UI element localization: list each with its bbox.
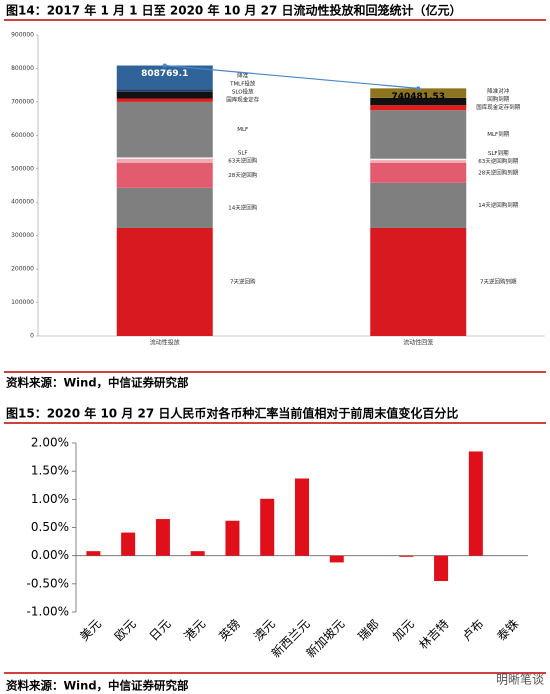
segment-label: 14天逆回购 bbox=[228, 203, 257, 211]
segment-label: MLF到期 bbox=[487, 131, 509, 138]
y-tick-label: 100000 bbox=[11, 299, 34, 306]
y-tick-label: 400000 bbox=[11, 199, 34, 206]
segment-label: TMLF投放 bbox=[229, 80, 256, 88]
x-tick-label: 日元 bbox=[147, 617, 174, 644]
y-tick-label: 500000 bbox=[11, 165, 34, 172]
x-tick-label: 澳元 bbox=[251, 617, 278, 644]
bar-segment bbox=[116, 98, 213, 102]
y-tick-label: 800000 bbox=[11, 65, 34, 72]
segment-label: 降准 bbox=[237, 72, 249, 80]
bar bbox=[468, 451, 483, 556]
bar bbox=[399, 555, 414, 557]
bar-segment bbox=[116, 101, 213, 158]
bar-segment bbox=[370, 105, 467, 111]
segment-label: 国库现金定存 bbox=[226, 96, 260, 104]
segment-label: 63天逆回购到期 bbox=[478, 157, 518, 165]
source: 资料来源：Wind，中信证券研究部 bbox=[6, 376, 189, 390]
bar bbox=[434, 555, 449, 582]
bar-segment bbox=[116, 162, 213, 188]
total-line bbox=[164, 64, 419, 89]
bar-segment bbox=[370, 97, 467, 106]
bar-segment bbox=[370, 160, 467, 163]
source: 资料来源：Wind，中信证券研究部 bbox=[6, 679, 189, 693]
x-tick-label: 欧元 bbox=[112, 617, 139, 644]
bar-segment bbox=[370, 88, 467, 98]
bar bbox=[155, 519, 170, 556]
watermark: 明晰笔谈 bbox=[496, 672, 544, 687]
x-tick-label: 流动性回笼 bbox=[403, 339, 433, 347]
x-tick-label: 卢布 bbox=[459, 616, 487, 644]
bar bbox=[329, 555, 344, 563]
x-tick-label: 加元 bbox=[390, 617, 417, 644]
segment-label: 28天逆回购到期 bbox=[478, 168, 518, 176]
bar bbox=[225, 520, 240, 556]
bar bbox=[260, 498, 275, 556]
total-marker bbox=[162, 63, 167, 68]
segment-label: 28天逆回购 bbox=[228, 171, 257, 179]
bar-segment bbox=[116, 157, 213, 159]
y-tick-label: 200000 bbox=[11, 266, 34, 273]
bar-segment bbox=[116, 89, 213, 92]
y-tick-label: 1.50% bbox=[31, 464, 69, 478]
bar-segment bbox=[370, 227, 467, 336]
y-tick-label: 0 bbox=[30, 333, 34, 340]
segment-label: 降准对冲 bbox=[487, 87, 510, 95]
segment-label: 7天逆回购到期 bbox=[480, 277, 517, 285]
x-tick-label: 美元 bbox=[77, 617, 104, 644]
x-tick-label: 泰铢 bbox=[494, 616, 522, 644]
bar bbox=[86, 551, 101, 556]
bar-segment bbox=[370, 182, 467, 228]
bar bbox=[295, 478, 309, 556]
bar bbox=[121, 532, 136, 556]
x-tick-label: 港元 bbox=[181, 617, 208, 644]
segment-label: 7天逆回购 bbox=[230, 277, 256, 285]
total-marker bbox=[416, 86, 421, 91]
y-tick-label: 900000 bbox=[11, 32, 34, 39]
bar bbox=[190, 551, 205, 556]
bar-segment bbox=[116, 91, 213, 99]
segment-label: 14天逆回购到期 bbox=[478, 201, 518, 209]
y-tick-label: 300000 bbox=[11, 232, 34, 239]
bar-segment bbox=[370, 110, 467, 159]
figure-title: 图15：2020 年 10 月 27 日人民币对各币种汇率当前值相对于前周末值变… bbox=[6, 406, 458, 421]
x-tick-label: 新加坡元 bbox=[303, 616, 348, 661]
x-tick-label: 流动性投放 bbox=[150, 339, 180, 347]
segment-label: 63天逆回购 bbox=[228, 156, 257, 164]
x-tick-label: 瑞郎 bbox=[355, 617, 382, 644]
bar-segment bbox=[116, 187, 213, 228]
figure-title: 图14：2017 年 1 月 1 日至 2020 年 10 月 27 日流动性投… bbox=[6, 3, 462, 18]
segment-label: 国库现金定存到期 bbox=[476, 103, 521, 111]
y-tick-label: 0.00% bbox=[31, 548, 69, 562]
x-tick-label: 英镑 bbox=[215, 616, 243, 644]
y-tick-label: 700000 bbox=[11, 98, 34, 105]
segment-label: 回购到期 bbox=[487, 95, 510, 103]
segment-label: MLF bbox=[237, 127, 248, 133]
total-label: 808769.1 bbox=[141, 69, 188, 79]
bar-segment bbox=[116, 65, 213, 90]
segment-label: SLF到期 bbox=[488, 150, 509, 157]
y-tick-label: 2.00% bbox=[31, 436, 69, 450]
y-tick-label: -0.50% bbox=[27, 576, 69, 590]
y-tick-label: 0.50% bbox=[31, 520, 69, 534]
bar-segment bbox=[370, 162, 467, 183]
total-label: 740481.53 bbox=[391, 92, 445, 102]
y-tick-label: -1.00% bbox=[27, 605, 69, 619]
y-tick-label: 1.00% bbox=[31, 492, 69, 506]
y-tick-label: 600000 bbox=[11, 132, 34, 139]
segment-label: SLO投放 bbox=[232, 88, 254, 96]
bar-segment bbox=[370, 158, 467, 161]
x-tick-label: 林吉特 bbox=[416, 616, 452, 652]
bar-segment bbox=[116, 227, 213, 336]
segment-label: SLF bbox=[238, 150, 248, 156]
bar-segment bbox=[116, 158, 213, 163]
